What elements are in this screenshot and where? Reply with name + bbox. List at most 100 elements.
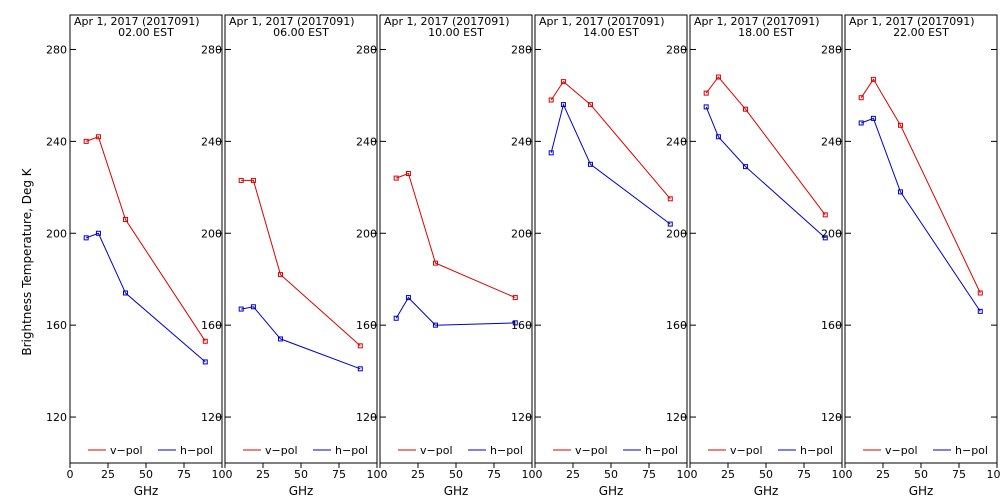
panel-1-x-tick-label: 100 <box>212 468 233 481</box>
panel-3-y-tick-label: 160 <box>356 319 377 332</box>
panel-5-series-1-line <box>705 76 826 216</box>
panel-5-series-1-point <box>715 74 721 80</box>
panel-4-series-2-point <box>587 161 593 167</box>
panel-2-series-2-line <box>241 306 361 370</box>
panel-3-x-tick-label: 100 <box>522 468 543 481</box>
panel-4-x-axis-label: GHz <box>599 484 624 498</box>
panel-1-subtitle: 02.00 EST <box>118 26 174 39</box>
panel-3-x-tick-label: 50 <box>449 468 463 481</box>
panel-1-y-tick-label: 160 <box>46 319 67 332</box>
panel-2-series-1-point <box>277 272 283 278</box>
panel-5-series-2-point <box>715 134 721 140</box>
panel-1-legend-label-1: v−pol <box>110 444 143 457</box>
panel-6-series-1-point <box>897 122 903 128</box>
panel-4-subtitle: 14.00 EST <box>583 26 639 39</box>
panel-5-title: Apr 1, 2017 (2017091) <box>694 15 820 28</box>
panel-4-series-2-point <box>667 221 673 227</box>
panel-2-series-1-line <box>241 179 361 347</box>
panel-4-series-1-point <box>587 102 593 108</box>
panel-1-x-tick-label: 50 <box>139 468 153 481</box>
panel-2-x-tick-label: 75 <box>332 468 346 481</box>
panel-2-frame <box>224 14 378 464</box>
panel-2-y-tick-label: 160 <box>201 319 222 332</box>
panel-5-series-2-point <box>703 104 709 110</box>
panel-6-x-axis-label: GHz <box>909 484 934 498</box>
panel-4-x-tick-label: 75 <box>642 468 656 481</box>
panel-6-y-tick-label: 240 <box>821 135 842 148</box>
panel-1-y-tick-label: 240 <box>46 135 67 148</box>
panel-3-y-tick-label: 280 <box>356 43 377 56</box>
panel-1-series-1-point <box>202 338 208 344</box>
panel-2-legend-label-1: v−pol <box>265 444 298 457</box>
panel-5-series-2-line <box>705 106 826 239</box>
panel-1-series-1-point <box>95 134 101 140</box>
panel-3-frame <box>379 14 533 464</box>
panel-5-series-1-point <box>822 212 828 218</box>
panel-4-series-1-point <box>560 79 566 85</box>
panel-1-series-1-point <box>83 138 89 144</box>
panel-2-series-1-point <box>250 177 256 183</box>
panel-3-series-1-point <box>393 175 399 181</box>
panel-3-series-2-point <box>432 322 438 328</box>
panel-1-x-tick-label: 0 <box>67 468 74 481</box>
panel-6-legend-label-1: v−pol <box>885 444 918 457</box>
panel-2-series-2-point <box>238 306 244 312</box>
panel-1-x-axis-label: GHz <box>134 484 159 498</box>
panel-2-series-1-point <box>238 177 244 183</box>
panel-5-x-tick-label: 75 <box>797 468 811 481</box>
panel-1-y-tick-label: 280 <box>46 43 67 56</box>
panel-3-series-1-point <box>432 260 438 266</box>
panel-1-y-tick-label: 200 <box>46 227 67 240</box>
panel-3-legend-label-1: v−pol <box>420 444 453 457</box>
panel-6-x-tick-label: 100 <box>987 468 1000 481</box>
panel-5-frame <box>689 14 843 464</box>
panel-6-subtitle: 22.00 EST <box>893 26 949 39</box>
panel-5-x-axis-label: GHz <box>754 484 779 498</box>
panel-6-y-tick-label: 200 <box>821 227 842 240</box>
panel-5-y-tick-label: 240 <box>666 135 687 148</box>
panel-4-series-2-point <box>560 102 566 108</box>
panel-5-y-tick-label: 120 <box>666 411 687 424</box>
panel-5-x-tick-label: 25 <box>721 468 735 481</box>
panel-2-x-tick-label: 100 <box>367 468 388 481</box>
panel-3-y-tick-label: 200 <box>356 227 377 240</box>
panel-4-y-tick-label: 160 <box>511 319 532 332</box>
panel-5-y-tick-label: 200 <box>666 227 687 240</box>
panel-4-series-1-line <box>550 80 671 200</box>
panel-3-x-axis-label: GHz <box>444 484 469 498</box>
panel-2-x-tick-label: 50 <box>294 468 308 481</box>
panel-1-x-tick-label: 25 <box>101 468 115 481</box>
panel-3-series-1-point <box>512 295 518 301</box>
panel-4-x-tick-label: 25 <box>566 468 580 481</box>
panel-2-series-2-point <box>250 304 256 310</box>
panel-6-x-tick-label: 25 <box>876 468 890 481</box>
panel-3-series-2-point <box>405 295 411 301</box>
panel-6-series-1-point <box>870 76 876 82</box>
panel-6-series-2-point <box>977 308 983 314</box>
panel-2-title: Apr 1, 2017 (2017091) <box>229 15 355 28</box>
panel-4-legend-label-2: h−pol <box>645 444 678 457</box>
panel-2-y-tick-label: 240 <box>201 135 222 148</box>
panel-5-series-1-point <box>703 90 709 96</box>
panel-2-y-tick-label: 280 <box>201 43 222 56</box>
panel-4-y-tick-label: 120 <box>511 411 532 424</box>
panel-4-frame <box>534 14 688 464</box>
panel-3-x-tick-label: 25 <box>411 468 425 481</box>
panel-6-y-tick-label: 160 <box>821 319 842 332</box>
panel-5-legend-label-1: v−pol <box>730 444 763 457</box>
panel-3-subtitle: 10.00 EST <box>428 26 484 39</box>
panel-4-series-1-point <box>548 97 554 103</box>
panel-1-series-2-point <box>83 235 89 241</box>
panel-1-series-1-line <box>86 136 206 342</box>
panel-4-y-tick-label: 280 <box>511 43 532 56</box>
panel-6-series-2-line <box>861 117 981 312</box>
panel-1-series-2-point <box>95 230 101 236</box>
panel-5-y-tick-label: 280 <box>666 43 687 56</box>
panel-2-y-tick-label: 120 <box>201 411 222 424</box>
panel-6-series-2-point <box>897 189 903 195</box>
panel-6-frame <box>844 14 998 464</box>
panel-2-series-1-point <box>357 343 363 349</box>
panel-3-series-1-point <box>405 171 411 177</box>
panel-3-legend-label-2: h−pol <box>490 444 523 457</box>
panel-5-subtitle: 18.00 EST <box>738 26 794 39</box>
